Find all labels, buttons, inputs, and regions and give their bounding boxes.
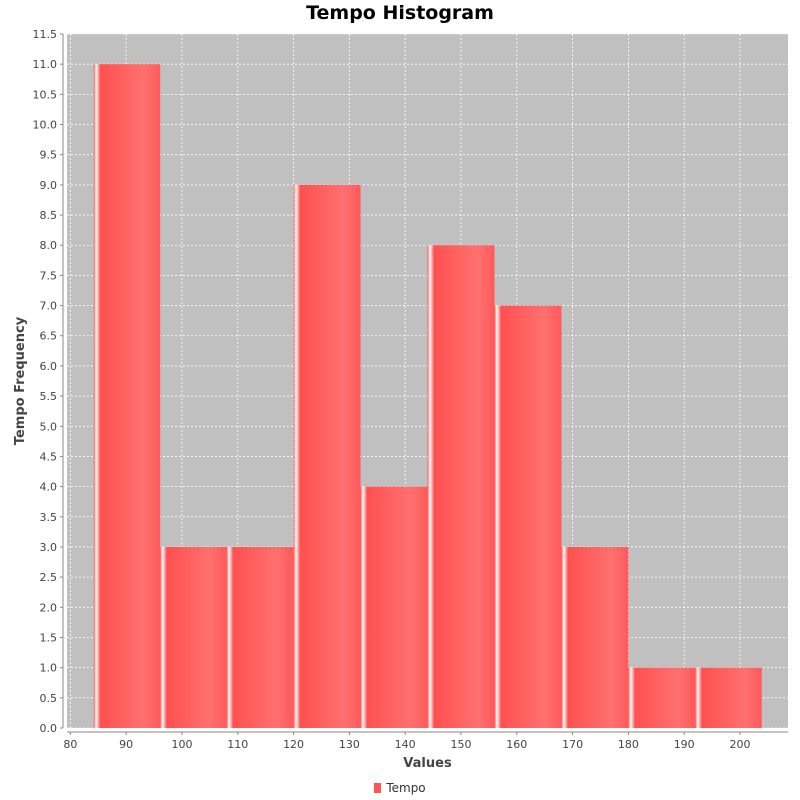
x-tick-label: 190 xyxy=(674,738,695,751)
x-tick-label: 90 xyxy=(119,738,133,751)
y-tick-label: 3.0 xyxy=(40,541,58,554)
legend-swatch xyxy=(374,783,382,793)
histogram-bar xyxy=(695,667,762,728)
y-tick-label: 5.0 xyxy=(40,420,58,433)
x-tick-label: 120 xyxy=(283,738,304,751)
x-tick-label: 140 xyxy=(395,738,416,751)
x-tick-label: 200 xyxy=(730,738,751,751)
x-tick-label: 110 xyxy=(227,738,248,751)
histogram-bar xyxy=(360,486,428,728)
histogram-bar xyxy=(160,546,227,728)
x-axis-label: Values xyxy=(403,756,452,771)
y-tick-label: 1.5 xyxy=(40,631,58,644)
y-tick-label: 2.0 xyxy=(40,601,58,614)
y-tick-label: 9.5 xyxy=(40,149,58,162)
y-tick-label: 6.0 xyxy=(40,360,58,373)
y-tick-label: 9.0 xyxy=(40,179,58,192)
histogram-bar xyxy=(293,184,361,728)
x-tick-label: 160 xyxy=(506,738,527,751)
y-tick-label: 10.0 xyxy=(33,119,58,132)
y-tick-label: 0.5 xyxy=(40,692,58,705)
y-tick-label: 11.5 xyxy=(33,28,58,41)
bars xyxy=(93,64,762,729)
y-tick-label: 5.5 xyxy=(40,390,58,403)
histogram-bar xyxy=(226,546,294,728)
chart-title: Tempo Histogram xyxy=(306,2,494,24)
y-tick-label: 0.0 xyxy=(40,722,58,735)
histogram-bar xyxy=(561,546,629,728)
y-tick-label: 7.0 xyxy=(40,300,58,313)
y-tick-label: 2.5 xyxy=(40,571,58,584)
legend: Tempo xyxy=(0,781,800,795)
x-tick-label: 130 xyxy=(339,738,360,751)
legend-label: Tempo xyxy=(386,781,426,795)
x-tick-label: 170 xyxy=(562,738,583,751)
x-tick-label: 180 xyxy=(618,738,639,751)
y-tick-label: 8.5 xyxy=(40,209,58,222)
y-tick-label: 3.5 xyxy=(40,511,58,524)
x-tick-label: 80 xyxy=(63,738,77,751)
y-tick-label: 1.0 xyxy=(40,662,58,675)
x-tick-label: 150 xyxy=(450,738,471,751)
y-axis-label: Tempo Frequency xyxy=(13,316,28,445)
y-tick-label: 7.5 xyxy=(40,269,58,282)
histogram-bar xyxy=(628,667,696,728)
y-tick-label: 4.0 xyxy=(40,481,58,494)
histogram-bar xyxy=(494,305,562,728)
y-tick-label: 10.5 xyxy=(33,88,58,101)
y-tick-label: 11.0 xyxy=(33,58,58,71)
y-tick-label: 6.5 xyxy=(40,330,58,343)
y-tick-label: 4.5 xyxy=(40,450,58,463)
histogram-bar xyxy=(427,245,495,728)
y-tick-label: 8.0 xyxy=(40,239,58,252)
histogram-bar xyxy=(93,64,161,729)
x-tick-label: 100 xyxy=(171,738,192,751)
axes: 0.0 0.5 1.0 1.5 2.0 2.5 3.0 3.5 4.0 4.5 5.0 5.5 6.0 6… xyxy=(33,28,788,751)
